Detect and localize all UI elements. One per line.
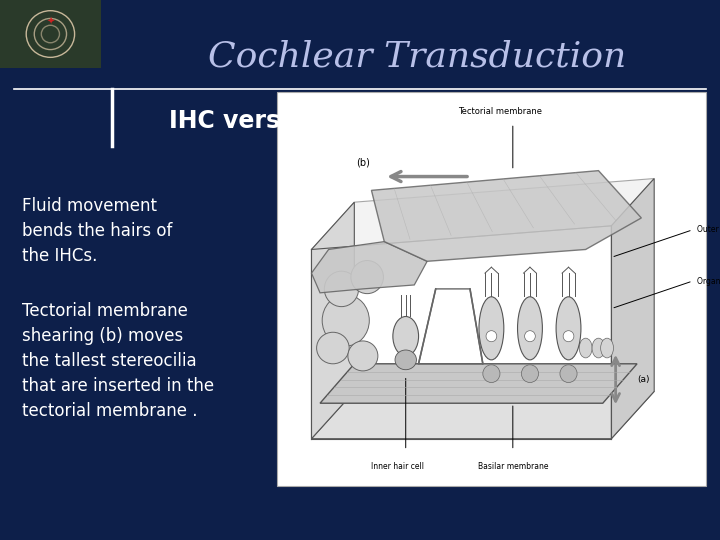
Text: Basilar membrane: Basilar membrane xyxy=(477,462,548,471)
Bar xyxy=(0,0,101,68)
Polygon shape xyxy=(611,179,654,438)
Text: (b): (b) xyxy=(356,158,370,168)
Ellipse shape xyxy=(592,338,605,358)
Text: Fluid movement
bends the hairs of
the IHCs.: Fluid movement bends the hairs of the IH… xyxy=(22,197,172,265)
Text: Tectorial membrane: Tectorial membrane xyxy=(458,107,542,116)
Text: ✦: ✦ xyxy=(46,17,55,26)
Ellipse shape xyxy=(486,330,497,342)
Ellipse shape xyxy=(322,295,369,346)
Text: Cochlear Transduction: Cochlear Transduction xyxy=(209,40,626,73)
Ellipse shape xyxy=(525,330,535,342)
Text: Inner hair cell: Inner hair cell xyxy=(371,462,423,471)
Text: Organ of Corti: Organ of Corti xyxy=(697,276,720,286)
Text: (a): (a) xyxy=(637,375,649,384)
Ellipse shape xyxy=(518,297,542,360)
Polygon shape xyxy=(312,241,427,293)
Ellipse shape xyxy=(393,316,418,356)
Ellipse shape xyxy=(560,365,577,382)
Polygon shape xyxy=(312,392,654,438)
Ellipse shape xyxy=(556,297,581,360)
Polygon shape xyxy=(372,171,642,261)
Ellipse shape xyxy=(600,338,613,358)
Text: Outer hair cells: Outer hair cells xyxy=(697,225,720,234)
Polygon shape xyxy=(320,364,637,403)
Bar xyxy=(277,92,706,486)
Ellipse shape xyxy=(563,330,574,342)
Ellipse shape xyxy=(348,341,378,371)
Ellipse shape xyxy=(579,338,592,358)
Text: Tectorial membrane
shearing (b) moves
the tallest stereocilia
that are inserted : Tectorial membrane shearing (b) moves th… xyxy=(22,302,214,421)
Ellipse shape xyxy=(351,260,384,294)
Polygon shape xyxy=(312,202,354,438)
Ellipse shape xyxy=(479,297,504,360)
Ellipse shape xyxy=(521,365,539,382)
Ellipse shape xyxy=(483,365,500,382)
Ellipse shape xyxy=(395,350,416,370)
Text: IHC versus OHC mechanotransduction: IHC versus OHC mechanotransduction xyxy=(169,110,675,133)
Ellipse shape xyxy=(317,332,349,364)
Ellipse shape xyxy=(324,271,359,307)
Polygon shape xyxy=(312,179,654,249)
